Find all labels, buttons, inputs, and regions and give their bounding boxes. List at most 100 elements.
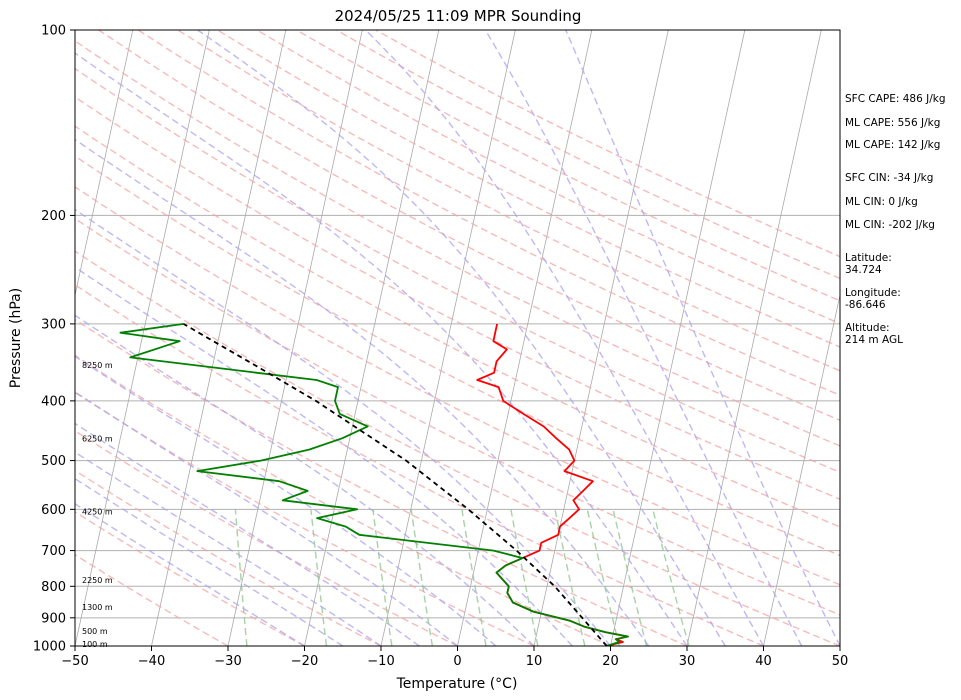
mixing-ratio-line: [586, 509, 620, 646]
altitude-label: 4250 m: [82, 508, 113, 517]
y-tick-label: 800: [41, 580, 66, 595]
isotherm-line: [380, 30, 516, 646]
x-tick-label: 40: [755, 654, 772, 669]
dry-adiabat-line: [137, 30, 840, 397]
x-tick-label: 10: [526, 654, 543, 669]
x-tick-label: 20: [602, 654, 619, 669]
isotherm-line: [75, 30, 210, 646]
moist-adiabat-line: [365, 30, 765, 646]
isotherm-line: [457, 30, 593, 646]
x-axis-label: Temperature (°C): [396, 676, 518, 692]
x-tick-label: 50: [832, 654, 849, 669]
location-label: Altitude:: [845, 322, 890, 334]
plot-frame: [74, 29, 841, 647]
background-lines: [75, 30, 840, 646]
dry-adiabat-line: [75, 469, 382, 646]
altitude-label: 8250 m: [82, 361, 113, 370]
dry-adiabat-line: [75, 553, 229, 646]
altitude-label: 6250 m: [82, 434, 113, 443]
isotherm-line: [610, 30, 746, 646]
location-label: Latitude:: [845, 252, 892, 264]
y-tick-label: 300: [41, 317, 66, 332]
x-tick-label: 0: [453, 654, 461, 669]
dry-adiabat-line: [256, 30, 840, 325]
dry-adiabat-line: [177, 30, 840, 372]
dry-adiabat-line: [75, 125, 840, 528]
mixing-ratio-line: [372, 509, 393, 646]
stat-line: SFC CIN: -34 J/kg: [845, 172, 933, 184]
mixing-ratio-line: [461, 509, 487, 646]
dry-adiabat-line: [75, 391, 535, 646]
dewpoint-profile: [119, 323, 629, 646]
mixing-ratio-line: [410, 509, 434, 646]
y-axis: 100 200 300 400 500 600 700 800 900 1000: [33, 24, 75, 655]
isotherm-line: [763, 293, 840, 646]
location-value: 34.724: [845, 264, 882, 276]
y-tick-label: 900: [41, 611, 66, 626]
y-tick-label: 1000: [33, 640, 66, 655]
location-label: Longitude:: [845, 287, 901, 299]
y-tick-label: 400: [41, 394, 66, 409]
moist-adiabat-line: [197, 30, 726, 646]
stat-line: ML CAPE: 556 J/kg: [845, 117, 940, 129]
moist-adiabat-line: [75, 391, 458, 646]
x-tick-label: −50: [61, 654, 88, 669]
isotherm-line: [151, 30, 287, 646]
y-tick-label: 200: [41, 209, 66, 224]
dry-adiabat-line: [75, 40, 840, 447]
moist-adiabat-line: [75, 451, 382, 646]
moist-adiabat-line: [75, 314, 535, 646]
x-tick-label: −30: [214, 654, 241, 669]
altitude-label: 500 m: [82, 627, 108, 636]
stats-panel: SFC CAPE: 486 J/kg ML CAPE: 556 J/kg ML CA…: [845, 93, 946, 346]
x-tick-label: 30: [679, 654, 696, 669]
altitude-labels: 8250 m 6250 m 4250 m 2250 m 1300 m 500 m 100 m: [82, 361, 113, 649]
dry-adiabat-line: [75, 511, 305, 646]
stat-line: ML CIN: -202 J/kg: [845, 219, 935, 231]
dry-adiabat-line: [75, 284, 764, 646]
dry-adiabat-line: [75, 318, 688, 646]
x-tick-label: −40: [138, 654, 165, 669]
dry-adiabat-line: [75, 155, 840, 557]
mixing-ratio-line: [652, 509, 690, 646]
moist-adiabat-line: [565, 30, 840, 646]
dry-adiabat-line: [75, 217, 840, 616]
stat-line: ML CAPE: 142 J/kg: [845, 139, 940, 151]
isotherm-line: [227, 30, 363, 646]
y-tick-label: 500: [41, 454, 66, 469]
stat-line: SFC CAPE: 486 J/kg: [845, 93, 946, 105]
altitude-label: 100 m: [82, 640, 108, 649]
x-tick-label: −10: [367, 654, 394, 669]
mixing-ratio-line: [234, 509, 248, 646]
moist-adiabat-line: [75, 138, 650, 646]
isotherm-line: [75, 30, 134, 298]
stat-line: ML CIN: 0 J/kg: [845, 196, 918, 208]
isotherm-line: [686, 30, 822, 646]
y-tick-label: 100: [41, 24, 66, 39]
isotherm-line: [304, 30, 440, 646]
data-lines: [119, 323, 629, 646]
y-axis-label: Pressure (hPa): [8, 288, 24, 388]
location-value: -86.646: [845, 299, 886, 311]
moist-adiabat-line: [75, 502, 305, 646]
moist-adiabat-line: [75, 266, 573, 646]
mixing-ratio-line: [310, 509, 328, 646]
mixing-ratio-line: [612, 509, 648, 646]
moist-adiabat-line: [75, 208, 612, 646]
x-tick-label: −20: [291, 654, 318, 669]
x-axis: −50 −40 −30 −20 −10 0 10 20 30 40 50: [61, 646, 848, 669]
y-tick-label: 600: [41, 503, 66, 518]
moist-adiabat-line: [75, 477, 344, 646]
isotherm-line: [533, 30, 669, 646]
dry-adiabat-line: [75, 250, 840, 646]
location-value: 214 m AGL: [845, 334, 903, 346]
mixing-ratio-line: [554, 509, 586, 646]
mixing-ratio-line: [510, 509, 539, 646]
moist-adiabat-line: [75, 355, 497, 646]
altitude-label: 1300 m: [82, 603, 113, 612]
chart-title: 2024/05/25 11:09 MPR Sounding: [335, 7, 582, 25]
y-tick-label: 700: [41, 544, 66, 559]
dry-adiabat-line: [217, 30, 840, 348]
